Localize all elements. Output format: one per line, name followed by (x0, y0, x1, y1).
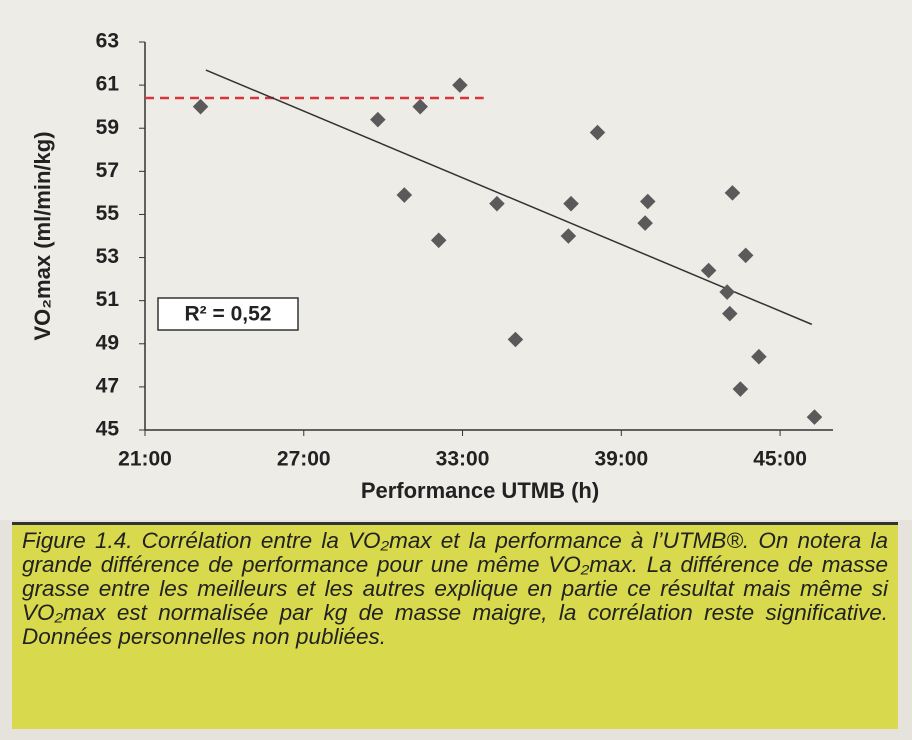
chart: Performance UTMB (h) VO₂max (ml/min/kg) … (0, 0, 912, 520)
y-tick-label: 49 (96, 331, 119, 354)
y-tick-label: 53 (96, 245, 119, 268)
chart-background (0, 0, 912, 520)
y-tick-label: 63 (96, 30, 119, 53)
x-tick-label: 45:00 (753, 448, 807, 471)
y-axis-title: VO₂max (ml/min/kg) (30, 131, 55, 340)
y-tick-label: 61 (96, 73, 120, 96)
y-tick-label: 45 (96, 418, 120, 441)
page: Performance UTMB (h) VO₂max (ml/min/kg) … (0, 0, 912, 740)
y-tick-label: 57 (96, 159, 119, 182)
y-tick-label: 51 (96, 288, 120, 311)
x-tick-label: 21:00 (118, 448, 172, 471)
annotation: R² = 0,52 (185, 303, 272, 326)
figure-caption: Figure 1.4. Corrélation entre la VO₂max … (12, 522, 898, 729)
x-tick-label: 39:00 (594, 448, 648, 471)
y-tick-label: 47 (96, 374, 119, 397)
x-axis-title: Performance UTMB (h) (361, 478, 599, 503)
x-tick-label: 33:00 (436, 448, 490, 471)
y-tick-label: 55 (96, 202, 120, 225)
y-tick-label: 59 (96, 116, 119, 139)
x-tick-label: 27:00 (277, 448, 331, 471)
